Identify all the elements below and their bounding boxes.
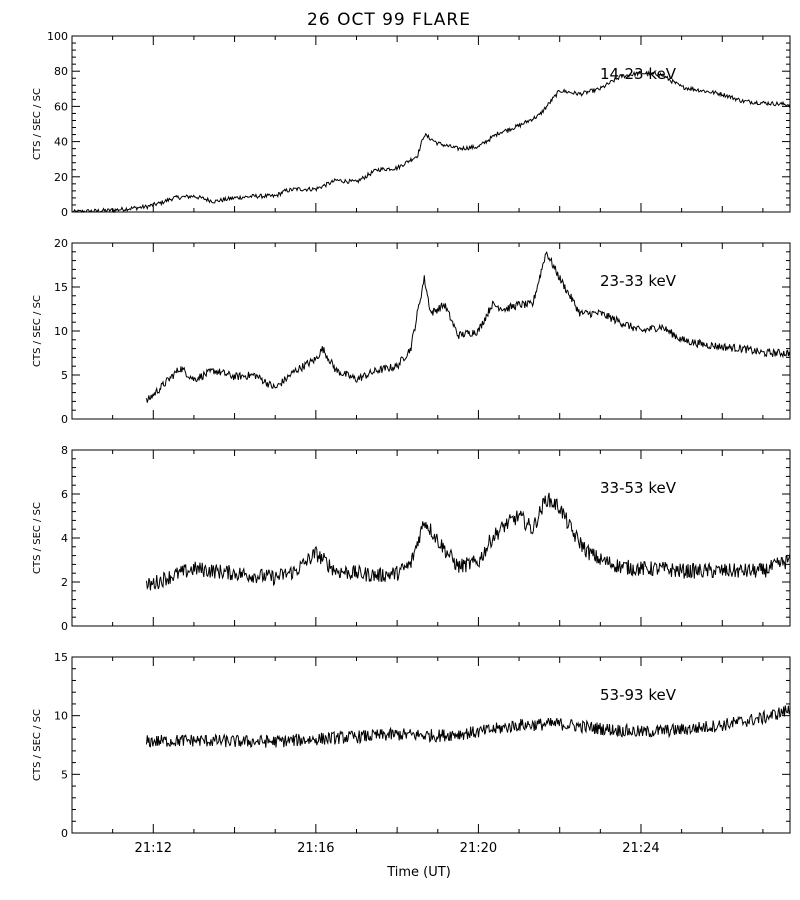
panel-3: 0 2 4 6 8 CTS / SEC / SC 33-53 keV: [32, 444, 791, 633]
band-label: 53-93 keV: [600, 686, 677, 704]
x-tick-label: 21:16: [297, 841, 334, 856]
x-tick-label: 21:20: [460, 841, 497, 856]
figure-title: 26 OCT 99 FLARE: [307, 10, 471, 30]
series-line-4: [146, 705, 791, 748]
y-axis-label: CTS / SEC / SC: [32, 88, 43, 160]
x-tick-label: 21:24: [622, 841, 659, 856]
y-tick-label: 5: [61, 369, 68, 382]
y-tick-label: 0: [61, 206, 68, 219]
y-tick-label: 80: [54, 65, 68, 78]
series-line-1: [71, 69, 791, 214]
y-axis-label: CTS / SEC / SC: [32, 709, 43, 781]
y-tick-label: 15: [54, 651, 68, 664]
y-axis-label: CTS / SEC / SC: [32, 502, 43, 574]
y-tick-label: 40: [54, 136, 68, 149]
y-tick-label: 10: [54, 325, 68, 338]
panel-frame: [71, 656, 791, 834]
y-tick-label: 15: [54, 281, 68, 294]
y-tick-label: 4: [61, 532, 68, 545]
y-axis-label: CTS / SEC / SC: [32, 295, 43, 367]
y-tick-label: 0: [61, 620, 68, 633]
x-axis-label: Time (UT): [386, 865, 451, 880]
y-tick-label: 6: [61, 488, 68, 501]
y-tick-label: 8: [61, 444, 68, 457]
panel-frame: [71, 35, 791, 213]
y-tick-label: 2: [61, 576, 68, 589]
panel-frame: [71, 242, 791, 420]
y-tick-label: 0: [61, 413, 68, 426]
y-tick-label: 100: [47, 30, 68, 43]
y-tick-label: 20: [54, 171, 68, 184]
y-tick-label: 60: [54, 100, 68, 113]
band-label: 33-53 keV: [600, 479, 677, 497]
panel-frame: [71, 449, 791, 627]
series-line-2: [146, 251, 791, 403]
y-tick-label: 5: [61, 768, 68, 781]
series-line-3: [146, 492, 791, 591]
panel-4: 0 5 10 15 CTS / SEC / SC 53-93 keV 21:12 21:16 2…: [32, 651, 791, 856]
x-tick-label: 21:12: [135, 841, 172, 856]
y-tick-label: 20: [54, 237, 68, 250]
band-label: 23-33 keV: [600, 272, 677, 290]
panel-2: 0 5 10 15 20 CTS / SEC / SC 23-33 keV: [32, 237, 791, 426]
y-tick-label: 0: [61, 827, 68, 840]
y-tick-label: 10: [54, 710, 68, 723]
